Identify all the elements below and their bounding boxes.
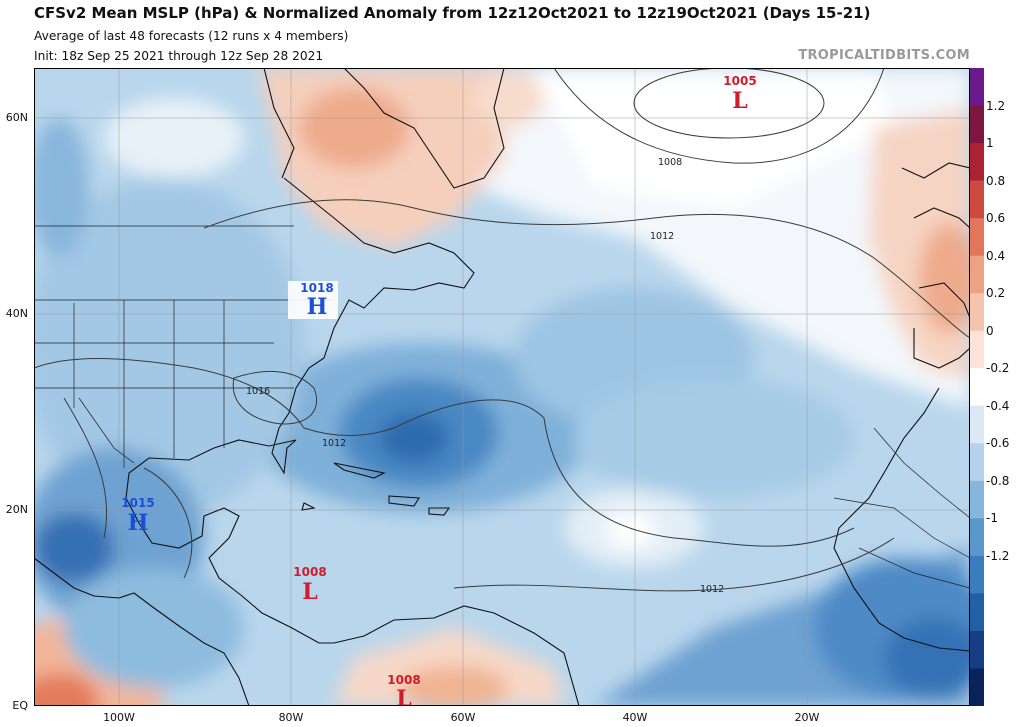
- center-symbol: H: [307, 294, 328, 320]
- low-pressure-center: 1008 L: [387, 673, 420, 706]
- center-value: 1008: [387, 673, 420, 687]
- colorbar-tick-label: 0.6: [986, 211, 1006, 226]
- colorbar-segment: [970, 293, 984, 332]
- colorbar-segment: [970, 593, 984, 632]
- init-info: Init: 18z Sep 25 2021 through 12z Sep 28…: [34, 49, 324, 63]
- lon-label-60w: 60W: [450, 711, 476, 724]
- colorbar-segment: [970, 630, 984, 669]
- colorbar-tick-label: -0.2: [986, 361, 1010, 376]
- colorbar-tick-label: -1.2: [986, 548, 1010, 563]
- isobar-label: 1012: [700, 584, 724, 595]
- colorbar-segment: [970, 480, 984, 519]
- low-pressure-center: 1008 L: [293, 565, 326, 605]
- isobar-label: 1012: [322, 438, 346, 449]
- isobars: [34, 68, 970, 592]
- chart-subtitle: Average of last 48 forecasts (12 runs x …: [34, 29, 349, 43]
- center-symbol: L: [302, 579, 317, 605]
- center-value: 1005: [723, 74, 756, 88]
- colorbar-segment: [970, 143, 984, 182]
- colorbar-tick-label: 0.8: [986, 173, 1006, 188]
- center-symbol: L: [732, 88, 747, 114]
- colorbar-segment: [970, 330, 984, 369]
- colorbar-segment: [970, 255, 984, 294]
- colorbar-tick-label: 1.2: [986, 98, 1006, 113]
- anomaly-shading: [34, 68, 970, 706]
- colorbar-segment: [970, 518, 984, 557]
- pressure-centers: 1005 L 1018 H 1015 H 1008 L 1008 L: [121, 74, 756, 706]
- center-value: 1008: [293, 565, 326, 579]
- mslp-anomaly-map: 1008 1012 1016 1012 1012 1005 L 1018 H 1…: [34, 68, 970, 706]
- map-frame: [34, 68, 970, 706]
- center-symbol: H: [128, 510, 149, 536]
- center-symbol: L: [396, 686, 411, 706]
- isobar-label: 1012: [650, 231, 674, 242]
- chart-title: CFSv2 Mean MSLP (hPa) & Normalized Anoma…: [34, 4, 871, 22]
- high-pressure-center: 1018 H: [288, 281, 338, 320]
- isobar-labels: 1008 1012 1016 1012 1012: [246, 157, 724, 595]
- isobar-label: 1008: [658, 157, 682, 168]
- colorbar-tick-label: -0.6: [986, 436, 1010, 451]
- isobar-label: 1016: [246, 386, 270, 397]
- colorbar-segment: [970, 105, 984, 144]
- high-pressure-center: 1015 H: [121, 496, 154, 536]
- center-value: 1015: [121, 496, 154, 510]
- lon-label-40w: 40W: [622, 711, 648, 724]
- colorbar-tick-label: 0.2: [986, 286, 1006, 301]
- colorbar-segment: [970, 668, 984, 707]
- low-pressure-center: 1005 L: [723, 74, 756, 114]
- colorbar-tick-label: -1: [986, 511, 998, 526]
- lat-label-60n: 60N: [5, 111, 28, 124]
- lon-label-80w: 80W: [278, 711, 304, 724]
- colorbar-segment: [970, 368, 984, 407]
- colorbar-tick-label: 0.4: [986, 248, 1006, 263]
- anomaly-colorbar: [970, 68, 984, 707]
- political-borders: [34, 225, 970, 589]
- lat-label-40n: 40N: [5, 307, 28, 320]
- colorbar-segment: [970, 555, 984, 594]
- colorbar-segment: [970, 218, 984, 257]
- lon-label-100w: 100W: [103, 711, 135, 724]
- colorbar-segment: [970, 405, 984, 444]
- colorbar-tick-label: -0.4: [986, 398, 1010, 413]
- site-credit: TROPICALTIDBITS.COM: [798, 48, 970, 63]
- colorbar-tick-label: 0: [986, 323, 994, 338]
- colorbar-segment: [970, 180, 984, 219]
- colorbar-segment: [970, 68, 984, 107]
- lat-label-eq: EQ: [12, 699, 28, 712]
- center-value: 1018: [300, 281, 333, 295]
- lat-label-20n: 20N: [5, 503, 28, 516]
- colorbar-segment: [970, 443, 984, 482]
- colorbar-tick-label: 1: [986, 136, 994, 151]
- lon-label-20w: 20W: [794, 711, 820, 724]
- coastlines: [34, 68, 970, 706]
- colorbar-tick-label: -0.8: [986, 473, 1010, 488]
- graticule: [34, 68, 970, 706]
